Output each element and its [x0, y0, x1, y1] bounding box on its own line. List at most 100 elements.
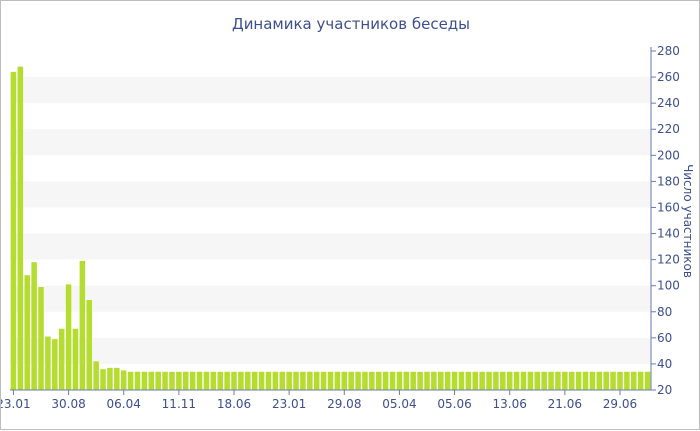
bar — [79, 260, 86, 390]
bar — [155, 371, 161, 390]
bar — [148, 371, 155, 390]
bar — [375, 371, 382, 390]
bar — [272, 371, 279, 390]
x-tick-label: 23.01 — [272, 397, 306, 411]
bar — [307, 371, 313, 390]
bar — [169, 371, 175, 390]
bar — [127, 371, 134, 390]
bar — [403, 371, 410, 390]
bar — [65, 284, 72, 390]
bar — [596, 371, 603, 390]
grid-band — [10, 285, 651, 312]
bar — [293, 371, 299, 390]
x-tick-label: 30.08 — [51, 397, 85, 411]
bar — [52, 339, 58, 390]
bar — [72, 328, 79, 390]
bar — [582, 371, 589, 390]
bar — [100, 369, 106, 390]
y-tick-label: 220 — [657, 122, 680, 136]
y-tick-label: 20 — [657, 383, 672, 397]
bar — [162, 371, 168, 390]
x-tick-label: 05.06 — [437, 397, 471, 411]
bar — [624, 371, 630, 390]
bar — [451, 371, 458, 390]
bar — [189, 371, 196, 390]
bar — [238, 371, 244, 390]
bar — [196, 371, 203, 390]
bar — [217, 371, 223, 390]
bar — [610, 371, 616, 390]
bar — [603, 371, 609, 390]
bar — [286, 371, 292, 390]
y-tick-label: 180 — [657, 174, 680, 188]
bar — [58, 328, 65, 390]
grid-band — [10, 337, 651, 364]
bar — [327, 371, 334, 390]
bar — [382, 371, 389, 390]
bar — [438, 371, 444, 390]
bar — [31, 262, 37, 390]
bar — [258, 371, 265, 390]
grid-band — [10, 129, 651, 156]
bar — [320, 371, 327, 390]
bar — [279, 371, 286, 390]
x-tick-label: 06.04 — [107, 397, 141, 411]
bar — [417, 371, 423, 390]
bar — [520, 371, 527, 390]
bar — [500, 371, 506, 390]
bar — [24, 275, 30, 390]
bar — [527, 371, 534, 390]
bar — [38, 287, 44, 390]
y-tick-label: 200 — [657, 148, 680, 162]
bar — [334, 371, 341, 390]
bar — [631, 371, 637, 390]
bar — [93, 361, 99, 390]
bar — [224, 371, 230, 390]
bar — [575, 371, 582, 390]
chart-title: Динамика участников беседы — [232, 15, 470, 33]
bar — [134, 371, 141, 390]
bar — [541, 371, 547, 390]
bar — [472, 371, 478, 390]
bar — [107, 367, 113, 390]
bar — [369, 371, 375, 390]
x-tick-label: 05.04 — [382, 397, 416, 411]
bar — [513, 371, 520, 390]
bar — [444, 371, 451, 390]
bar — [568, 371, 575, 390]
bar — [300, 371, 306, 390]
bar — [313, 371, 320, 390]
grid-bands — [10, 77, 651, 364]
bar — [355, 371, 361, 390]
y-tick-label: 40 — [657, 357, 672, 371]
bar — [141, 371, 148, 390]
x-tick-label: 11.11 — [162, 397, 196, 411]
y-tick-label: 140 — [657, 227, 680, 241]
bar — [348, 371, 354, 390]
bar — [341, 371, 348, 390]
bar — [10, 71, 17, 391]
bar — [479, 371, 485, 390]
bar — [562, 371, 568, 390]
bar — [589, 371, 596, 390]
x-tick-label: 23.01 — [1, 397, 31, 411]
bar — [506, 371, 513, 390]
bar — [86, 300, 93, 390]
bar — [362, 371, 368, 390]
bar — [534, 371, 541, 390]
y-tick-label: 120 — [657, 253, 680, 267]
x-tick-label: 29.08 — [327, 397, 361, 411]
bar — [114, 367, 120, 390]
bar — [45, 336, 51, 390]
bar — [548, 371, 554, 390]
bar — [637, 371, 644, 390]
y-tick-label: 60 — [657, 331, 672, 345]
y-tick-label: 260 — [657, 70, 680, 84]
bar — [210, 371, 217, 390]
bar — [120, 370, 127, 390]
x-ticks: 23.01 30.08 06.04 11.11 18.06 23.01 29.08 05.04… — [1, 390, 637, 411]
bar — [431, 371, 437, 390]
bar — [410, 371, 416, 390]
y-tick-label: 100 — [657, 279, 680, 293]
